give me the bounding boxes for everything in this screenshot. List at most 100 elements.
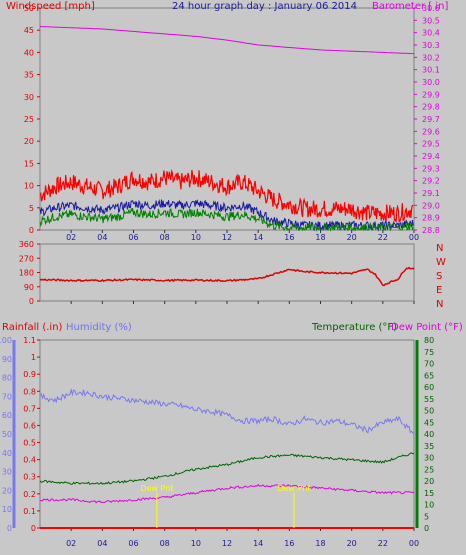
lower-x-label: 06 <box>128 539 138 548</box>
lower-x-label: 18 <box>315 539 325 548</box>
humidity-tick-label: 100 <box>0 336 12 345</box>
baro-tick-label: 29.1 <box>422 189 440 198</box>
wind-gust-line <box>39 169 414 223</box>
lower-x-label: 08 <box>160 539 170 548</box>
wind-x-label: 04 <box>97 233 107 242</box>
rain-tick-label: 0 <box>31 524 36 533</box>
wind-x-label: 08 <box>160 233 170 242</box>
wind-direction-plot-area <box>39 243 415 302</box>
dir-tick-label: 180 <box>19 269 34 278</box>
dir-tick-label: 90 <box>24 283 34 292</box>
rain-tick-label: 0.1 <box>23 507 36 516</box>
rain-tick-label: 0.5 <box>23 439 36 448</box>
dir-tick-label: 0 <box>29 297 34 306</box>
temperature-tick-label: 80 <box>424 336 434 345</box>
temperature-tick-label: 0 <box>424 524 429 533</box>
wind-tick-label: 30 <box>24 93 34 102</box>
humidity-tick-label: 60 <box>2 411 12 420</box>
wind-x-label: 06 <box>128 233 138 242</box>
rain-tick-label: 0.6 <box>23 421 36 430</box>
temperature-tick-label: 45 <box>424 418 434 427</box>
baro-tick-label: 29.0 <box>422 201 440 210</box>
baro-tick-label: 30.6 <box>422 4 440 13</box>
humidity-tick-label: 0 <box>7 524 12 533</box>
wind-baro-plot-area <box>39 7 415 231</box>
barometer-title: Barometer [ in] <box>372 1 448 12</box>
windspeed-title: Windspeed [mph] <box>6 1 95 12</box>
baro-tick-label: 29.8 <box>422 103 440 112</box>
wind-tick-label: 5 <box>29 204 34 213</box>
wind-tick-label: 15 <box>24 159 34 168</box>
baro-tick-label: 29.9 <box>422 90 440 99</box>
wind-x-label: 00 <box>409 233 419 242</box>
temperature-tick-label: 15 <box>424 489 434 498</box>
wind-tick-label: 20 <box>24 137 34 146</box>
lower-x-label: 14 <box>253 539 263 548</box>
humidity-tick-label: 80 <box>2 374 12 383</box>
baro-tick-label: 29.6 <box>422 127 440 136</box>
temperature-tick-label: 35 <box>424 442 434 451</box>
dir-label-e: E <box>436 285 442 296</box>
lower-x-label: 02 <box>66 539 76 548</box>
rain-tick-label: 0.9 <box>23 370 36 379</box>
baro-tick-label: 29.7 <box>422 115 440 124</box>
rain-hum-temp-plot-area <box>39 339 415 529</box>
temperature-tick-label: 50 <box>424 407 434 416</box>
humidity-tick-label: 30 <box>2 468 12 477</box>
humidity-tick-label: 10 <box>2 505 12 514</box>
wind-x-label: 20 <box>347 233 357 242</box>
humidity-tick-label: 40 <box>2 449 12 458</box>
baro-tick-label: 30.2 <box>422 53 440 62</box>
humidity-tick-label: 90 <box>2 355 12 364</box>
lower-x-label: 00 <box>409 539 419 548</box>
humidity-line <box>39 387 415 435</box>
temperature-tick-label: 40 <box>424 430 434 439</box>
humidity-title: Humidity (%) <box>66 322 132 333</box>
baro-tick-label: 30.5 <box>422 16 440 25</box>
wind-x-label: 18 <box>315 233 325 242</box>
wind-tick-label: 0 <box>29 226 34 235</box>
lower-x-label: 12 <box>222 539 232 548</box>
rain-tick-label: 1.1 <box>23 336 36 345</box>
temperature-title: Temperature (°F) <box>311 322 397 333</box>
lower-x-label: 04 <box>97 539 107 548</box>
temperature-tick-label: 20 <box>424 477 434 486</box>
wind-x-label: 12 <box>222 233 232 242</box>
wind-tick-label: 10 <box>24 182 34 191</box>
wind-x-label: 14 <box>253 233 263 242</box>
dir-label-s: S <box>436 271 442 282</box>
wind-x-label: 22 <box>378 233 388 242</box>
temperature-tick-label: 10 <box>424 501 434 510</box>
wind-tick-label: 25 <box>24 115 34 124</box>
temperature-tick-label: 30 <box>424 454 434 463</box>
wind-low-line <box>39 207 414 232</box>
dir-label-w: W <box>436 257 446 268</box>
lower-x-label: 22 <box>378 539 388 548</box>
baro-tick-label: 29.4 <box>422 152 440 161</box>
humidity-tick-label: 70 <box>2 392 12 401</box>
graph-title: 24 hour graph day : January 06 2014 <box>172 1 357 12</box>
wind-tick-label: 40 <box>24 48 34 57</box>
temperature-line <box>39 452 415 486</box>
lower-x-label: 16 <box>284 539 294 548</box>
temperature-tick-label: 60 <box>424 383 434 392</box>
wind-x-label: 10 <box>191 233 201 242</box>
temperature-tick-label: 70 <box>424 360 434 369</box>
dewpoint-line <box>39 483 415 504</box>
chart-layer: 0510152025303540455028.828.929.029.129.2… <box>0 4 440 548</box>
rainfall-title: Rainfall (.in) <box>2 322 63 333</box>
dewpoint-annotation-label: Dew Pnt <box>140 484 173 493</box>
lower-x-label: 20 <box>347 539 357 548</box>
temperature-tick-label: 25 <box>424 465 434 474</box>
dir-tick-label: 360 <box>19 240 34 249</box>
baro-tick-label: 30.0 <box>422 78 440 87</box>
baro-tick-label: 29.2 <box>422 177 440 186</box>
humidity-tick-label: 20 <box>2 486 12 495</box>
baro-tick-label: 29.5 <box>422 140 440 149</box>
baro-tick-label: 29.3 <box>422 164 440 173</box>
dewpoint-title: Dew Point (°F) <box>391 322 463 333</box>
rain-tick-label: 0.4 <box>23 456 36 465</box>
baro-tick-label: 30.3 <box>422 41 440 50</box>
